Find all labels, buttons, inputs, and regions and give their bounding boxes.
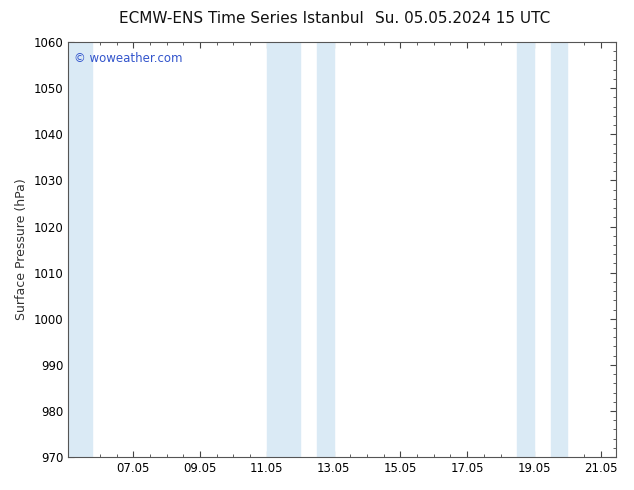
Bar [317,42,333,457]
Text: Su. 05.05.2024 15 UTC: Su. 05.05.2024 15 UTC [375,11,550,26]
Bar [517,42,534,457]
Text: ECMW-ENS Time Series Istanbul: ECMW-ENS Time Series Istanbul [119,11,363,26]
Bar [550,42,567,457]
Bar [267,42,301,457]
Bar [68,42,91,457]
Y-axis label: Surface Pressure (hPa): Surface Pressure (hPa) [15,179,28,320]
Text: © woweather.com: © woweather.com [74,52,182,66]
